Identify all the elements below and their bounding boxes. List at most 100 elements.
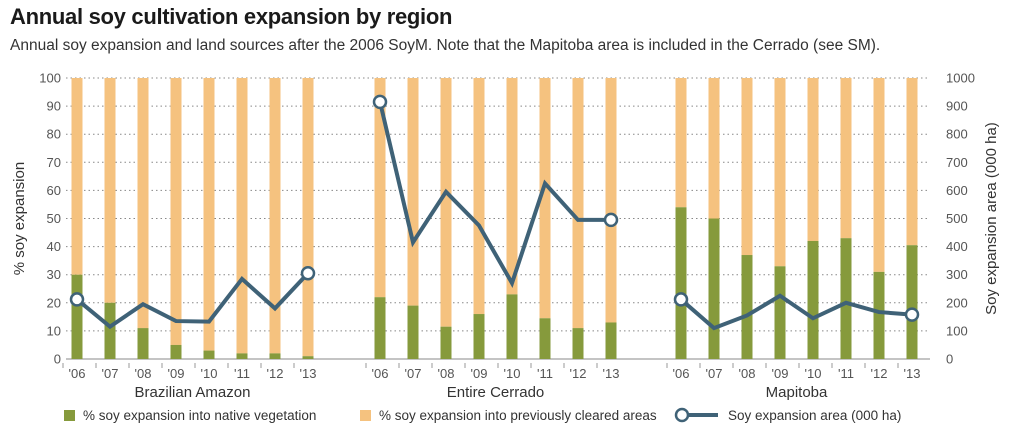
bar-native [840, 238, 852, 359]
bar-cleared [572, 78, 584, 329]
x-tick-label: '13 [300, 366, 317, 381]
bar-native [473, 314, 485, 359]
x-tick-label: '09 [471, 366, 488, 381]
bar-native [873, 271, 885, 359]
y-left-tick-label: 0 [54, 352, 61, 367]
x-tick-label: '06 [372, 366, 389, 381]
bar-native [708, 218, 720, 359]
x-tick-label: '06 [673, 366, 690, 381]
y-right-tick-label: 900 [946, 99, 968, 114]
legend-area: Soy expansion area (000 ha) [672, 404, 901, 426]
y-right-tick-label: 100 [946, 323, 968, 338]
y-left-tick-label: 90 [47, 99, 61, 114]
bar-native [137, 328, 149, 359]
y-right-tick-label: 200 [946, 295, 968, 310]
area-series-line [75, 271, 310, 330]
area-endpoint-marker [904, 307, 920, 322]
bar-native [906, 245, 918, 359]
bar-native [539, 318, 551, 359]
bar-cleared [440, 78, 452, 327]
bar-native [807, 240, 819, 359]
bar-native [407, 305, 419, 359]
bar-native [605, 322, 617, 359]
bar-cleared [170, 78, 182, 345]
bar-cleared [407, 78, 419, 306]
bar-native [269, 353, 281, 359]
x-tick-label: '08 [135, 366, 152, 381]
bar-native [572, 328, 584, 359]
y-right-tick-label: 700 [946, 155, 968, 170]
y-left-tick-label: 20 [47, 295, 61, 310]
legend-cleared: % soy expansion into previously cleared … [360, 404, 657, 426]
bar-cleared [675, 78, 687, 208]
bar-native [203, 350, 215, 359]
bar-cleared [203, 78, 215, 351]
bar-cleared [71, 78, 83, 275]
y-right-axis-label: Soy expansion area (000 ha) [983, 122, 1000, 315]
chart-title: Annual soy cultivation expansion by regi… [10, 4, 453, 29]
bar-native [741, 255, 753, 359]
legend-area-label: Soy expansion area (000 ha) [728, 407, 902, 423]
x-tick-label: '06 [69, 366, 86, 381]
x-tick-label: '12 [871, 366, 888, 381]
bar-cleared [906, 78, 918, 246]
bar-native [506, 294, 518, 359]
bar-cleared [506, 78, 518, 295]
x-tick-label: '10 [504, 366, 521, 381]
bar-native [71, 274, 83, 359]
area-series-line [679, 293, 913, 331]
bar-cleared [741, 78, 753, 256]
x-tick-label: '08 [438, 366, 455, 381]
bar-native [774, 266, 786, 359]
x-tick-label: '11 [838, 366, 854, 381]
bar-native [104, 302, 116, 359]
group-label: Brazilian Amazon [135, 384, 251, 401]
x-tick-label: '11 [234, 366, 250, 381]
bar-cleared [302, 78, 314, 357]
y-left-tick-label: 80 [47, 127, 61, 142]
x-tick-label: '12 [570, 366, 587, 381]
legend-cleared-swatch [360, 409, 371, 421]
bar-native [440, 326, 452, 359]
legend-native: % soy expansion into native vegetation [64, 404, 316, 426]
y-left-axis-label: % soy expansion [11, 162, 28, 275]
x-tick-label: '08 [739, 366, 756, 381]
legend-native-label: % soy expansion into native vegetation [83, 407, 317, 423]
area-endpoint-marker [69, 292, 85, 307]
x-tick-label: '09 [168, 366, 185, 381]
x-tick-label: '13 [904, 366, 921, 381]
x-tick-label: '07 [706, 366, 723, 381]
y-left-tick-label: 60 [47, 183, 61, 198]
bar-cleared [104, 78, 116, 303]
x-tick-label: '07 [405, 366, 422, 381]
y-right-tick-label: 500 [946, 211, 968, 226]
area-series-line [378, 101, 611, 289]
bar-cleared [374, 78, 386, 298]
bar-native [236, 353, 248, 359]
y-left-tick-label: 30 [47, 267, 61, 282]
y-left-tick-label: 50 [47, 211, 61, 226]
y-left-tick-label: 10 [47, 323, 61, 338]
y-left-tick-label: 100 [39, 71, 61, 86]
y-left-tick-label: 70 [47, 155, 61, 170]
bar-cleared [236, 78, 248, 354]
x-tick-label: '10 [201, 366, 218, 381]
legend-cleared-label: % soy expansion into previously cleared … [379, 407, 657, 423]
area-endpoint-marker [300, 266, 316, 281]
x-tick-label: '13 [603, 366, 620, 381]
y-right-tick-label: 1000 [946, 71, 975, 86]
x-tick-label: '09 [772, 366, 789, 381]
bar-cleared [539, 78, 551, 319]
area-endpoint-marker [372, 94, 388, 110]
bar-native [302, 356, 314, 359]
chart-subtitle: Annual soy expansion and land sources af… [10, 37, 881, 54]
area-endpoint-marker [603, 212, 619, 228]
y-right-tick-label: 600 [946, 183, 968, 198]
legend-native-swatch [64, 409, 75, 421]
bar-cleared [774, 78, 786, 267]
x-tick-label: '10 [805, 366, 822, 381]
group-label: Entire Cerrado [447, 384, 545, 401]
bar-cleared [269, 78, 281, 354]
bar-cleared [708, 78, 720, 219]
